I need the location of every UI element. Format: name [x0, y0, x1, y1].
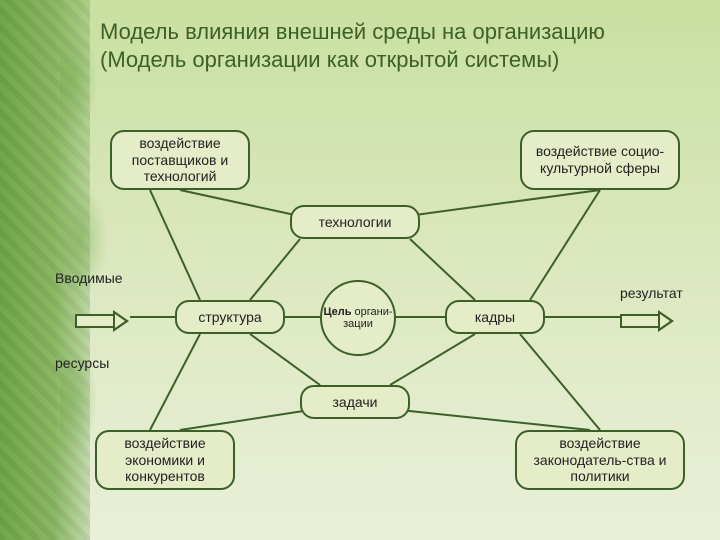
slide: Модель влияния внешней среды на организа… — [0, 0, 720, 540]
node-socio-cultural: воздействие социо- культурной сферы — [520, 130, 680, 190]
node-staff: кадры — [445, 300, 545, 334]
input-arrow-icon — [75, 310, 129, 332]
node-technology: технологии — [290, 205, 420, 239]
node-tasks: задачи — [300, 385, 410, 419]
node-suppliers: воздействие поставщиков и технологий — [110, 130, 250, 190]
node-structure: структура — [175, 300, 285, 334]
node-goal: Цель органи-зации — [320, 280, 396, 356]
label-resources: ресурсы — [55, 355, 109, 371]
slide-title: Модель влияния внешней среды на организа… — [100, 18, 660, 73]
label-result: результат — [620, 285, 683, 301]
node-goal-label: Цель органи-зации — [322, 306, 394, 330]
output-arrow-icon — [620, 310, 674, 332]
label-inputs: Вводимые — [55, 270, 123, 286]
node-law: воздействие законодатель-ства и политики — [515, 430, 685, 490]
node-economy: воздействие экономики и конкурентов — [95, 430, 235, 490]
